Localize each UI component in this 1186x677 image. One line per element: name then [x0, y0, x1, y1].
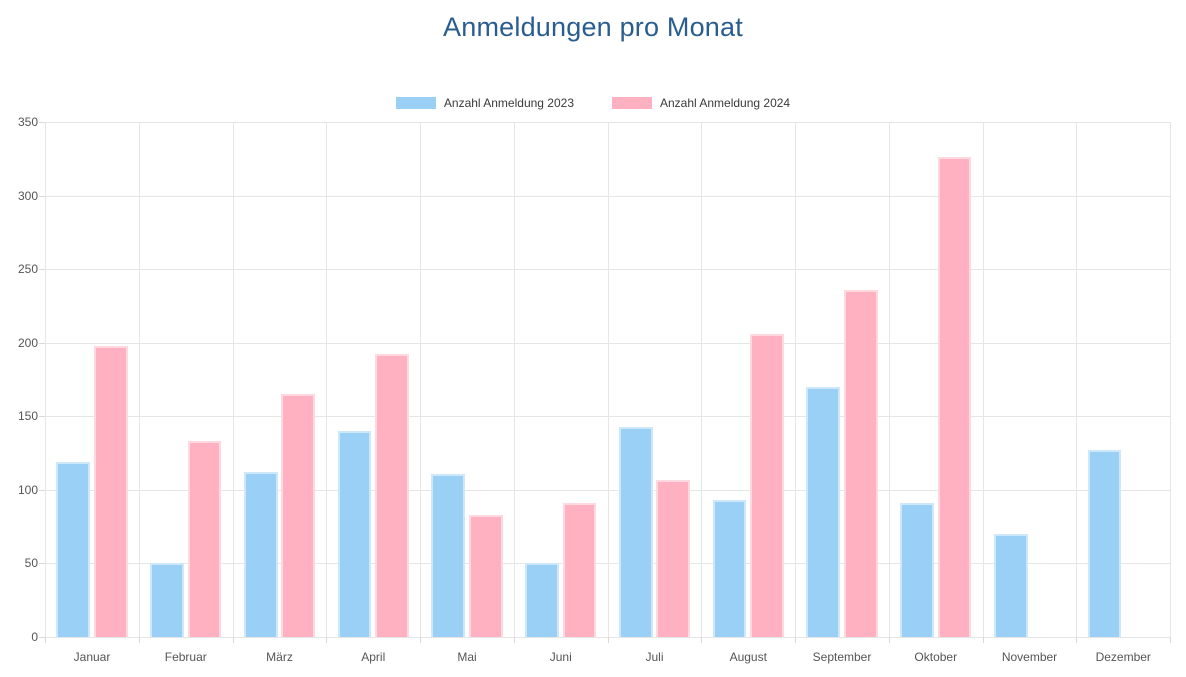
x-axis-label-juni: Juni	[549, 650, 572, 664]
bar-2023-dezember	[1087, 450, 1122, 637]
y-tick-300	[39, 195, 45, 197]
x-tick-0	[45, 637, 46, 643]
bar-2023-august	[712, 500, 747, 637]
legend-swatch-2023	[395, 97, 436, 109]
bar-2023-november	[993, 534, 1028, 637]
chart-legend: Anzahl Anmeldung 2023 Anzahl Anmeldung 2…	[0, 96, 1186, 110]
x-gridline-2	[232, 122, 234, 637]
x-tick-6	[607, 637, 609, 643]
x-tick-9	[888, 637, 890, 643]
bar-2024-februar	[187, 441, 222, 637]
x-axis-label-dezember: Dezember	[1095, 650, 1151, 664]
bar-2024-april	[375, 354, 409, 637]
x-axis-label-marz: März	[266, 650, 293, 664]
bar-2023-januar	[56, 461, 90, 637]
x-gridline-6	[607, 122, 609, 637]
y-axis-label: 50	[24, 556, 38, 571]
y-tick-250	[39, 269, 45, 271]
legend-item-2024[interactable]: Anzahl Anmeldung 2024	[612, 96, 790, 110]
x-gridline-12	[1170, 122, 1171, 637]
x-axis-label-januar: Januar	[73, 650, 111, 664]
legend-item-2023[interactable]: Anzahl Anmeldung 2023	[395, 96, 574, 110]
y-tick-100	[39, 489, 45, 491]
bar-2023-juli	[618, 426, 653, 637]
x-gridline-9	[888, 122, 890, 637]
y-axis-label: 250	[17, 262, 38, 277]
y-axis-label: 350	[17, 115, 38, 129]
x-gridline-0	[45, 122, 46, 637]
bar-2024-marz	[281, 394, 315, 637]
x-axis-label-september: September	[812, 650, 872, 664]
x-axis-label-april: April	[361, 650, 386, 664]
bar-2023-februar	[150, 563, 184, 637]
bar-2023-marz	[243, 472, 278, 637]
legend-label-2024: Anzahl Anmeldung 2024	[660, 96, 791, 110]
y-axis-label: 0	[31, 630, 38, 644]
x-tick-5	[513, 637, 515, 643]
legend-swatch-2024	[612, 97, 652, 109]
bar-2024-oktober	[937, 157, 972, 637]
x-axis-label-juli: Juli	[645, 650, 664, 664]
bar-2024-juni	[562, 503, 597, 637]
y-tick-200	[39, 342, 45, 344]
y-tick-50	[39, 563, 45, 565]
bar-2023-oktober	[900, 503, 934, 637]
x-axis-label-februar: Februar	[164, 650, 207, 664]
x-gridline-7	[701, 122, 703, 637]
x-axis-label-august: August	[729, 650, 767, 664]
x-gridline-4	[420, 122, 421, 637]
bar-2024-juli	[656, 479, 690, 637]
x-axis-label-mai: Mai	[457, 650, 477, 664]
legend-label-2023: Anzahl Anmeldung 2023	[443, 96, 574, 110]
x-tick-8	[795, 637, 796, 643]
bar-2023-juni	[525, 563, 559, 637]
x-gridline-10	[982, 122, 984, 637]
x-axis-label-november: November	[1001, 650, 1058, 664]
x-gridline-1	[138, 122, 140, 637]
x-tick-2	[232, 637, 234, 643]
bar-2024-januar	[93, 345, 128, 637]
x-tick-4	[420, 637, 421, 643]
bar-2024-mai	[468, 514, 503, 637]
y-axis-label: 300	[17, 188, 38, 203]
y-tick-350	[39, 122, 45, 123]
x-tick-10	[982, 637, 984, 643]
y-axis-label: 100	[17, 482, 38, 497]
y-tick-150	[39, 416, 45, 418]
bar-2023-mai	[431, 473, 465, 637]
x-tick-12	[1170, 637, 1171, 643]
x-tick-1	[138, 637, 140, 643]
chart-title: Anmeldungen pro Monat	[443, 12, 743, 42]
bar-2024-august	[750, 333, 784, 637]
x-gridline-11	[1076, 122, 1078, 637]
x-axis-label-oktober: Oktober	[914, 650, 958, 664]
x-gridline-3	[326, 122, 328, 637]
x-tick-11	[1076, 637, 1078, 643]
y-axis-label: 200	[17, 335, 38, 350]
x-gridline-8	[795, 122, 796, 637]
bar-2023-september	[806, 386, 840, 637]
bar-2023-april	[337, 431, 372, 637]
y-axis-label: 150	[17, 409, 38, 424]
x-tick-7	[701, 637, 703, 643]
x-gridline-5	[513, 122, 515, 637]
y-tick-0	[39, 637, 45, 638]
bar-2024-september	[843, 289, 878, 637]
x-tick-3	[326, 637, 328, 643]
